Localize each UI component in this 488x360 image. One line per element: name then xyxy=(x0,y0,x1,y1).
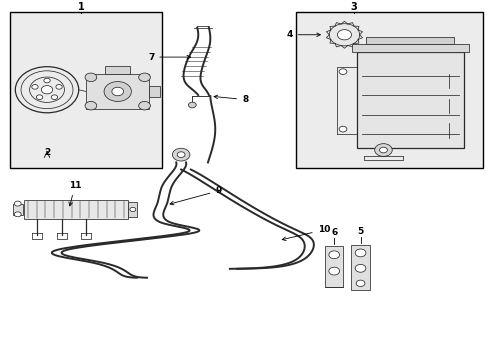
Circle shape xyxy=(85,102,97,110)
Circle shape xyxy=(85,73,97,82)
Bar xyxy=(295,12,483,168)
Circle shape xyxy=(172,148,189,161)
Text: 10: 10 xyxy=(282,225,329,240)
Bar xyxy=(128,202,137,217)
Text: 11: 11 xyxy=(69,181,81,206)
Circle shape xyxy=(374,144,391,156)
Bar xyxy=(13,204,22,215)
Bar xyxy=(105,66,130,74)
Bar xyxy=(356,53,463,148)
Circle shape xyxy=(56,85,62,89)
Circle shape xyxy=(51,95,58,99)
Bar xyxy=(10,12,161,168)
Bar xyxy=(366,37,453,44)
Text: 9: 9 xyxy=(170,186,221,205)
Circle shape xyxy=(139,102,150,110)
Circle shape xyxy=(354,265,365,272)
Circle shape xyxy=(14,212,21,217)
Circle shape xyxy=(112,87,123,96)
Bar xyxy=(86,74,149,109)
Circle shape xyxy=(177,152,184,157)
Circle shape xyxy=(32,85,38,89)
Circle shape xyxy=(44,78,50,83)
Circle shape xyxy=(14,201,21,206)
Circle shape xyxy=(354,249,365,257)
Circle shape xyxy=(379,147,386,153)
Circle shape xyxy=(130,207,136,212)
Bar xyxy=(351,44,468,53)
Circle shape xyxy=(328,251,339,259)
Circle shape xyxy=(41,86,53,94)
Circle shape xyxy=(338,126,346,132)
Circle shape xyxy=(139,73,150,82)
Text: 8: 8 xyxy=(214,95,248,104)
Text: 4: 4 xyxy=(285,30,320,39)
Circle shape xyxy=(355,280,364,287)
Circle shape xyxy=(36,95,42,99)
Circle shape xyxy=(328,24,359,46)
Text: 7: 7 xyxy=(147,53,190,62)
Text: 2: 2 xyxy=(44,148,50,157)
Text: 3: 3 xyxy=(350,3,357,12)
Text: 1: 1 xyxy=(78,3,84,12)
Circle shape xyxy=(337,30,351,40)
FancyBboxPatch shape xyxy=(350,245,369,290)
Text: 5: 5 xyxy=(357,227,363,236)
Circle shape xyxy=(328,267,339,275)
Text: 6: 6 xyxy=(330,228,337,237)
Bar xyxy=(23,200,128,219)
Bar xyxy=(149,86,160,97)
Circle shape xyxy=(188,102,196,108)
Circle shape xyxy=(104,82,131,102)
FancyBboxPatch shape xyxy=(325,246,343,287)
Circle shape xyxy=(338,69,346,75)
